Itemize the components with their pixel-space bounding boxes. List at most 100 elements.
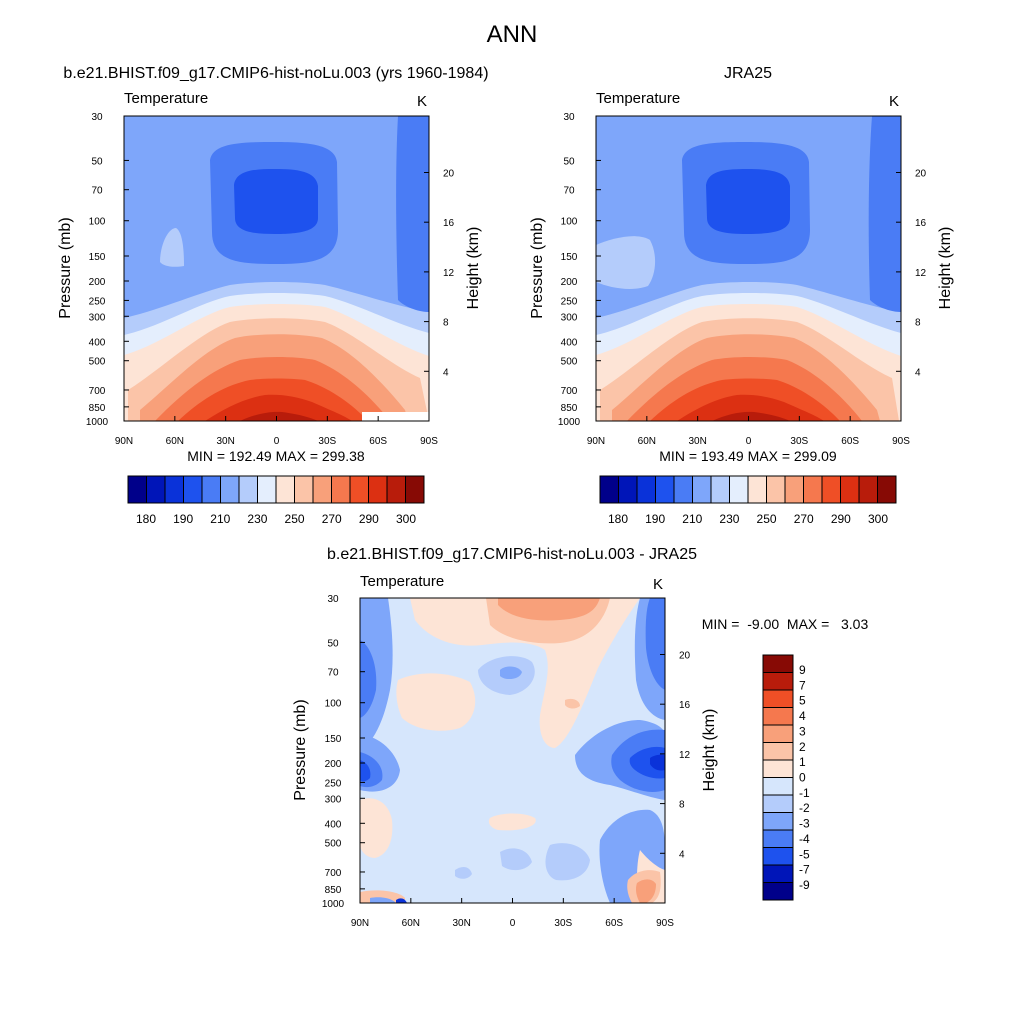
model-y-tick-label: 500 [89, 357, 106, 368]
model-y-tick-label: 70 [91, 186, 103, 197]
model-colorbar-label: 250 [285, 512, 305, 526]
difference-colorbar-box [762, 689, 794, 708]
difference-colorbar-label: -7 [799, 863, 810, 877]
difference-y-tick-label: 400 [325, 819, 342, 830]
observation-y-tick-label: 850 [561, 403, 578, 414]
difference-y2-tick-label: 16 [679, 700, 691, 711]
observation-y-tick-label: 700 [561, 386, 578, 397]
model-y-tick-label: 50 [91, 156, 103, 167]
observation-y-tick-label: 30 [563, 112, 575, 123]
model-y2-tick-label: 12 [443, 268, 455, 279]
model-contour-field [124, 116, 429, 421]
model-y2-tick-label: 8 [443, 318, 449, 329]
difference-x-tick-label: 90S [656, 918, 674, 929]
model-y2-tick-label: 16 [443, 218, 455, 229]
observation-y-axis-label: Pressure (mb) [529, 217, 546, 318]
model-y-tick-label: 250 [89, 296, 106, 307]
model-y-tick-label: 100 [89, 217, 106, 228]
model-colorbar-box [368, 475, 388, 504]
observation-y2-tick-label: 16 [915, 218, 927, 229]
difference-colorbar-label: 4 [799, 709, 806, 723]
observation-colorbar-box [766, 475, 786, 504]
difference-colorbar-label: -1 [799, 786, 810, 800]
model-colorbar-label: 190 [173, 512, 193, 526]
difference-colorbar-box [762, 847, 794, 866]
model-x-tick-label: 60N [166, 436, 184, 447]
model-colorbar-box [257, 475, 277, 504]
model-colorbar-box [331, 475, 351, 504]
model-colorbar-label: 300 [396, 512, 416, 526]
difference-colorbar-box [762, 777, 794, 796]
difference-y-tick-label: 1000 [322, 899, 345, 910]
model-y-tick-label: 700 [89, 386, 106, 397]
observation-colorbar-box [803, 475, 823, 504]
difference-y-tick-label: 850 [325, 885, 342, 896]
observation-x-tick-label: 30N [688, 436, 706, 447]
difference-x-tick-label: 30S [554, 918, 572, 929]
difference-colorbar-box [762, 742, 794, 761]
observation-y2-tick-label: 12 [915, 268, 927, 279]
model-colorbar-box [127, 475, 147, 504]
model-colorbar-box [312, 475, 332, 504]
model-colorbar-box [275, 475, 295, 504]
difference-y2-tick-label: 8 [679, 800, 685, 811]
model-colorbar-box [349, 475, 369, 504]
difference-colorbar-box [762, 654, 794, 673]
observation-y-tick-label: 70 [563, 186, 575, 197]
observation-colorbar-box [729, 475, 749, 504]
observation-y-tick-label: 50 [563, 156, 575, 167]
difference-y-tick-label: 250 [325, 778, 342, 789]
model-colorbar-box [386, 475, 406, 504]
observation-colorbar-box [784, 475, 804, 504]
observation-colorbar-label: 230 [719, 512, 739, 526]
difference-colorbar-box [762, 864, 794, 883]
model-colorbar-label: 210 [210, 512, 230, 526]
difference-y-tick-label: 500 [325, 839, 342, 850]
observation-y2-tick-label: 20 [915, 168, 927, 179]
difference-colorbar-box [762, 794, 794, 813]
difference-x-tick-label: 60N [402, 918, 420, 929]
model-colorbar-label: 270 [322, 512, 342, 526]
difference-colorbar-label: -4 [799, 832, 810, 846]
observation-y-tick-label: 1000 [558, 417, 581, 428]
observation-colorbar-box [747, 475, 767, 504]
model-variable-label: Temperature [124, 90, 208, 107]
observation-colorbar-label: 270 [794, 512, 814, 526]
observation-y-tick-label: 100 [561, 217, 578, 228]
observation-colorbar-box [599, 475, 619, 504]
model-x-tick-label: 90N [115, 436, 133, 447]
difference-y2-axis-label: Height (km) [701, 709, 718, 792]
observation-colorbar-box [710, 475, 730, 504]
observation-y-tick-label: 250 [561, 296, 578, 307]
observation-colorbar-box [655, 475, 675, 504]
model-x-tick-label: 90S [420, 436, 438, 447]
difference-colorbar-box [762, 707, 794, 726]
observation-colorbar-box [821, 475, 841, 504]
observation-colorbar-label: 190 [645, 512, 665, 526]
model-colorbar-box [183, 475, 203, 504]
observation-colorbar-box [692, 475, 712, 504]
observation-colorbar-box [636, 475, 656, 504]
model-y-tick-label: 300 [89, 312, 106, 323]
model-colorbar-box [146, 475, 166, 504]
observation-y-tick-label: 500 [561, 357, 578, 368]
difference-y2-tick-label: 4 [679, 849, 685, 860]
observation-y2-axis-label: Height (km) [937, 227, 954, 310]
difference-y-tick-label: 50 [327, 638, 339, 649]
difference-y-tick-label: 700 [325, 868, 342, 879]
difference-x-tick-label: 0 [510, 918, 516, 929]
observation-x-tick-label: 0 [746, 436, 752, 447]
difference-panel-title: b.e21.BHIST.f09_g17.CMIP6-hist-noLu.003 … [327, 546, 697, 563]
model-y-tick-label: 150 [89, 252, 106, 263]
difference-colorbar-label: -2 [799, 801, 810, 815]
observation-y-tick-label: 400 [561, 337, 578, 348]
observation-x-tick-label: 60S [841, 436, 859, 447]
model-y-tick-label: 200 [89, 277, 106, 288]
difference-y-tick-label: 300 [325, 794, 342, 805]
observation-panel: JRA25 Temperature K 30507010015020025030… [529, 65, 954, 526]
observation-y-tick-label: 300 [561, 312, 578, 323]
observation-min-max: MIN = 193.49 MAX = 299.09 [659, 448, 837, 464]
model-colorbar-box [238, 475, 258, 504]
model-colorbar-box [294, 475, 314, 504]
